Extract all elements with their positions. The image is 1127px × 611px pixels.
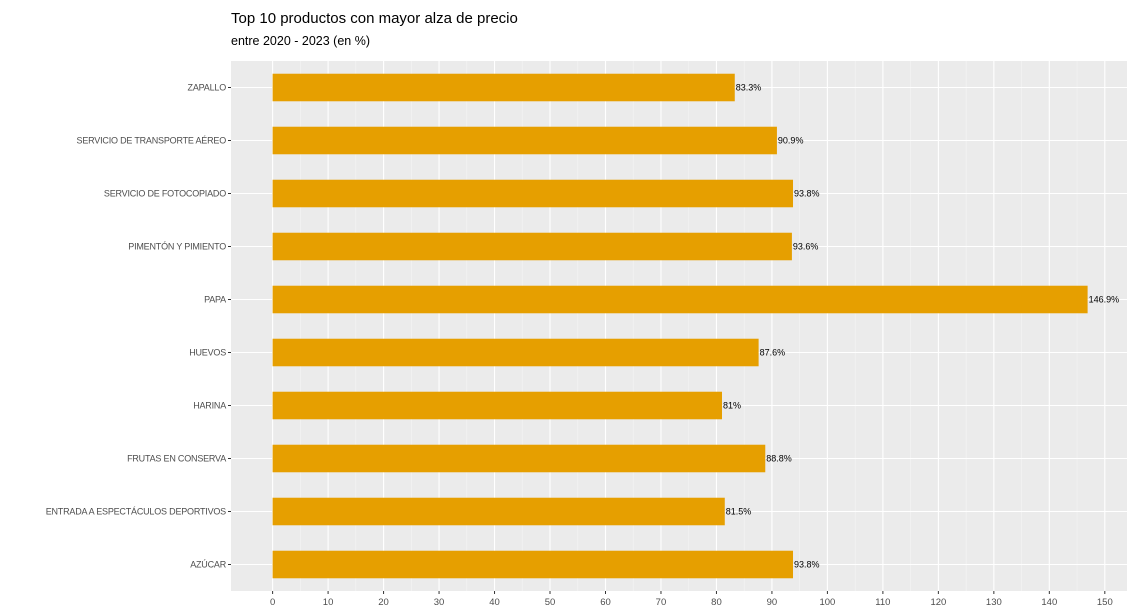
x-tick-label: 40 bbox=[489, 597, 500, 608]
category-label: PAPA bbox=[204, 295, 226, 305]
x-tick-label: 60 bbox=[600, 597, 611, 608]
category-label: FRUTAS EN CONSERVA bbox=[127, 454, 226, 464]
bar bbox=[272, 550, 794, 579]
category-label: HUEVOS bbox=[189, 348, 226, 358]
x-tick-label: 100 bbox=[819, 597, 835, 608]
chart-title: Top 10 productos con mayor alza de preci… bbox=[231, 10, 518, 27]
bar bbox=[272, 444, 766, 473]
x-tick-label: 50 bbox=[545, 597, 556, 608]
x-tick-label: 10 bbox=[323, 597, 334, 608]
data-label: 88.8% bbox=[766, 454, 792, 464]
data-label: 81.5% bbox=[726, 507, 752, 517]
x-tick-label: 80 bbox=[711, 597, 722, 608]
x-tick-label: 120 bbox=[930, 597, 946, 608]
data-label: 93.6% bbox=[793, 242, 819, 252]
bar bbox=[272, 232, 792, 261]
bar bbox=[272, 285, 1088, 314]
category-label: AZÚCAR bbox=[190, 560, 227, 570]
data-label: 93.8% bbox=[794, 560, 820, 570]
x-tick-label: 130 bbox=[986, 597, 1002, 608]
category-label: HARINA bbox=[193, 401, 226, 411]
data-label: 146.9% bbox=[1089, 295, 1120, 305]
category-label: SERVICIO DE TRANSPORTE AÉREO bbox=[77, 136, 227, 146]
x-tick-label: 0 bbox=[270, 597, 275, 608]
bar bbox=[272, 391, 722, 420]
category-label: PIMENTÓN Y PIMIENTO bbox=[128, 242, 226, 252]
bar bbox=[272, 179, 794, 208]
x-tick-label: 70 bbox=[656, 597, 667, 608]
x-tick-label: 90 bbox=[767, 597, 778, 608]
bar bbox=[272, 497, 725, 526]
x-tick-label: 30 bbox=[434, 597, 445, 608]
x-tick-label: 140 bbox=[1041, 597, 1057, 608]
data-label: 81% bbox=[723, 401, 741, 411]
x-tick-label: 110 bbox=[875, 597, 890, 608]
x-tick-label: 150 bbox=[1097, 597, 1113, 608]
chart-subtitle: entre 2020 - 2023 (en %) bbox=[231, 34, 370, 48]
category-label: ENTRADA A ESPECTÁCULOS DEPORTIVOS bbox=[46, 507, 226, 517]
x-tick-label: 20 bbox=[378, 597, 389, 608]
category-label: ZAPALLO bbox=[188, 83, 227, 93]
data-label: 83.3% bbox=[736, 83, 762, 93]
data-label: 87.6% bbox=[760, 348, 786, 358]
data-label: 90.9% bbox=[778, 136, 804, 146]
bar bbox=[272, 126, 777, 155]
bar bbox=[272, 73, 735, 102]
bar bbox=[272, 338, 759, 367]
data-label: 93.8% bbox=[794, 189, 820, 199]
category-label: SERVICIO DE FOTOCOPIADO bbox=[104, 189, 226, 199]
